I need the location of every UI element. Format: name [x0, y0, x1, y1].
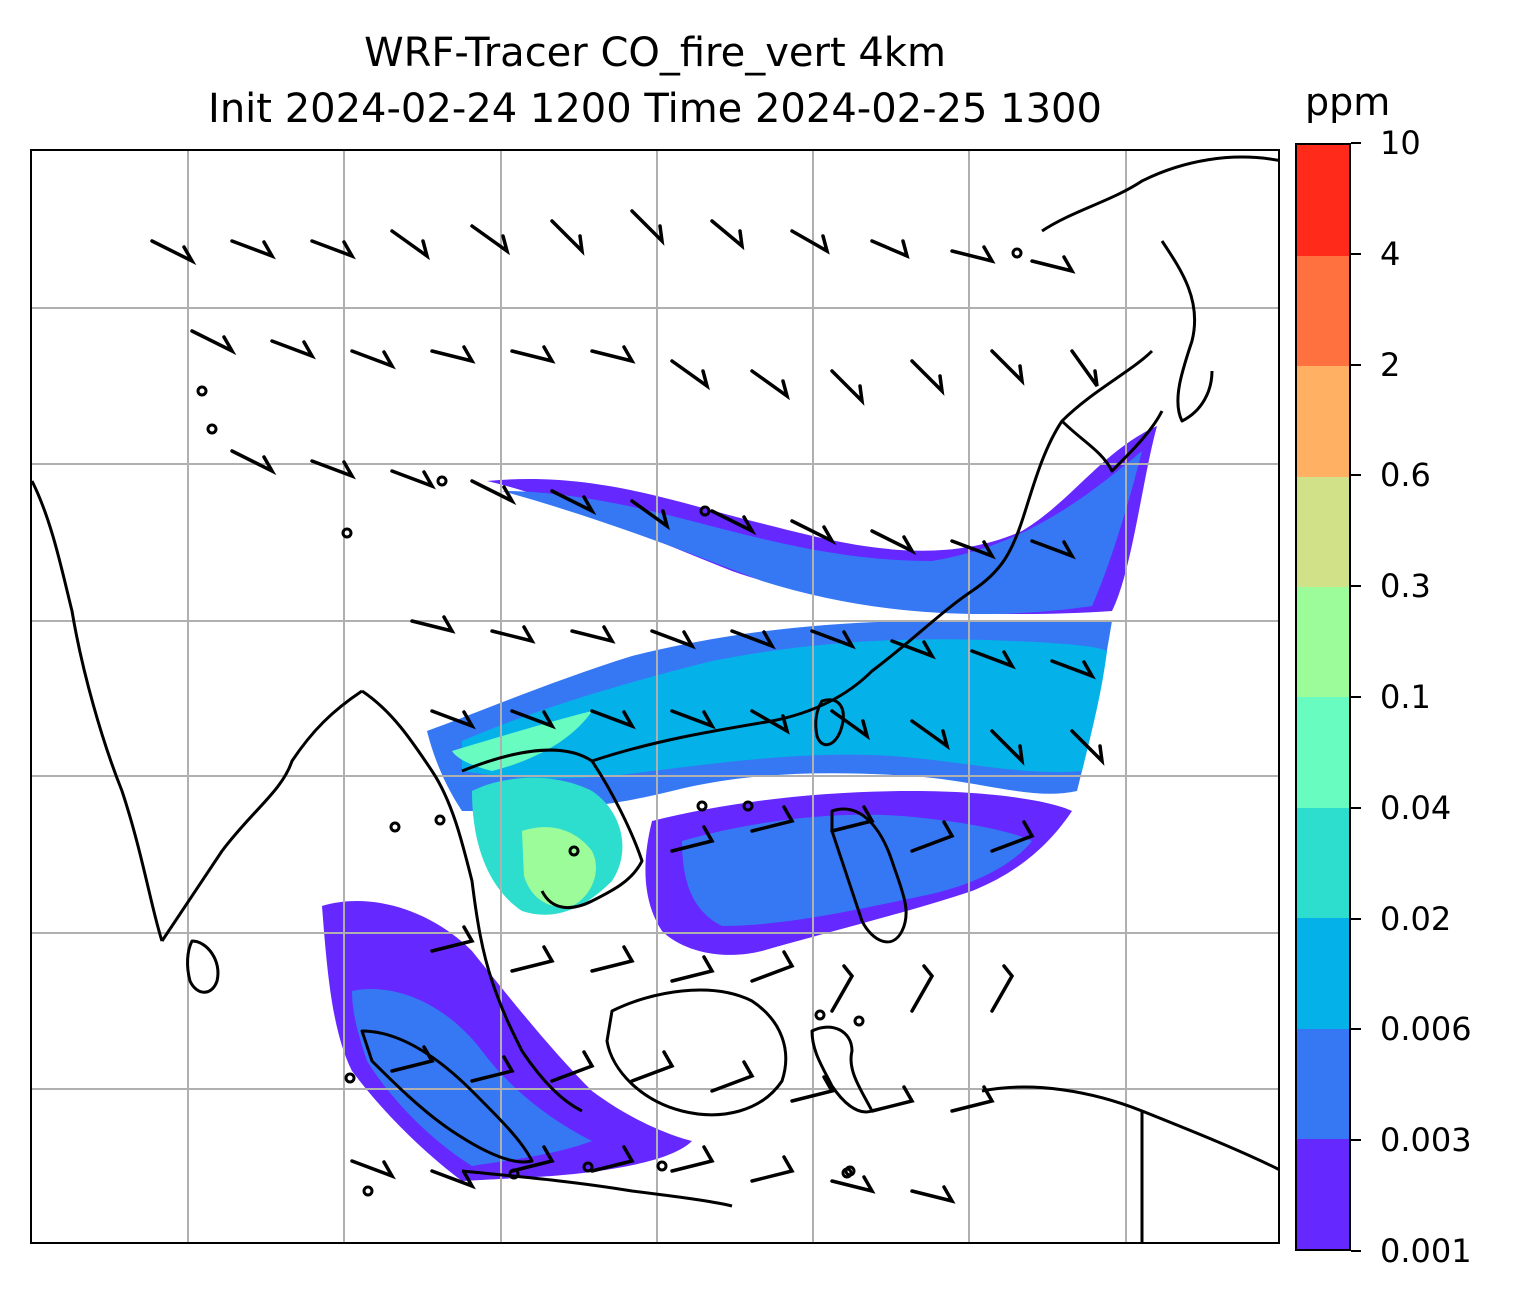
colorbar-segment: [1297, 1138, 1349, 1249]
coast-india-east: [160, 689, 363, 942]
coast-indochina: [361, 689, 583, 1113]
map-title-line1: WRF-Tracer CO_fire_vert 4km: [364, 30, 946, 76]
coast-russia-north: [1041, 155, 1278, 233]
colorbar-segment: [1297, 145, 1349, 256]
coast-korea: [1060, 410, 1164, 473]
colorbar-tick-label: 2: [1380, 345, 1401, 384]
colorbar-tick: [1351, 696, 1361, 698]
colorbar-segment: [1297, 917, 1349, 1029]
colorbar-tick-label: 0.006: [1380, 1010, 1472, 1049]
map-gridlines: [32, 151, 1278, 1242]
colorbar-tick-label: 0.001: [1380, 1232, 1472, 1270]
coast-china-south: [591, 589, 973, 763]
java-coast: [461, 1169, 733, 1208]
sulawesi-coast: [810, 1025, 874, 1114]
map-canvas: [32, 151, 1278, 1242]
colorbar-tick-label: 0.003: [1380, 1121, 1472, 1160]
wind-barbs: [150, 209, 1105, 1204]
colorbar-segment: [1297, 365, 1349, 477]
map-title-line2: Init 2024-02-24 1200 Time 2024-02-25 130…: [208, 86, 1102, 132]
borneo-coast: [605, 988, 788, 1117]
coastlines: [32, 155, 1278, 1242]
colorbar-tick: [1351, 585, 1361, 588]
colorbar-tick-label: 0.04: [1380, 788, 1452, 827]
colorbar: [1295, 143, 1351, 1251]
colorbar-tick-label: 10: [1380, 124, 1421, 162]
colorbar-tick: [1351, 806, 1361, 809]
plume-southwest-core: [352, 989, 592, 1166]
map-panel: [30, 149, 1280, 1244]
colorbar-tick: [1351, 1028, 1361, 1031]
sri-lanka-coast: [186, 939, 220, 994]
colorbar-tick: [1351, 917, 1361, 920]
colorbar-tick-label: 0.1: [1380, 678, 1431, 716]
coast-japan: [1160, 240, 1214, 423]
coast-vietnam: [461, 748, 644, 910]
colorbar-segment: [1297, 807, 1349, 919]
colorbar-tick-label: 0.02: [1380, 899, 1452, 938]
colorbar-segment: [1297, 1028, 1349, 1140]
colorbar-tick: [1351, 1139, 1361, 1142]
colorbar-tick: [1351, 252, 1361, 255]
coast-india-west: [32, 480, 164, 942]
taiwan-coast: [814, 698, 845, 747]
coast-china-east: [971, 349, 1154, 593]
colorbar-segment: [1297, 255, 1349, 367]
plume-main-highlight: [452, 711, 592, 771]
philippines-coast: [830, 807, 908, 944]
calm-wind-markers: [196, 247, 1023, 1197]
colorbar-tick: [1351, 142, 1361, 144]
plume-north-core: [502, 451, 1142, 614]
plume-south-core: [682, 814, 1032, 926]
colorbar-unit-label: ppm: [1305, 80, 1391, 124]
new-guinea-coast: [981, 1085, 1278, 1171]
colorbar-tick-label: 0.6: [1380, 456, 1431, 495]
colorbar-segment: [1297, 697, 1349, 808]
colorbar-tick: [1351, 1250, 1361, 1252]
colorbar-tick: [1351, 474, 1361, 477]
colorbar-segment: [1297, 586, 1349, 698]
colorbar-tick-label: 4: [1380, 234, 1401, 273]
sumatra-coast: [360, 1029, 534, 1164]
colorbar-tick-label: 0.3: [1380, 567, 1431, 606]
colorbar-tick: [1351, 363, 1361, 366]
colorbar-segment: [1297, 476, 1349, 588]
